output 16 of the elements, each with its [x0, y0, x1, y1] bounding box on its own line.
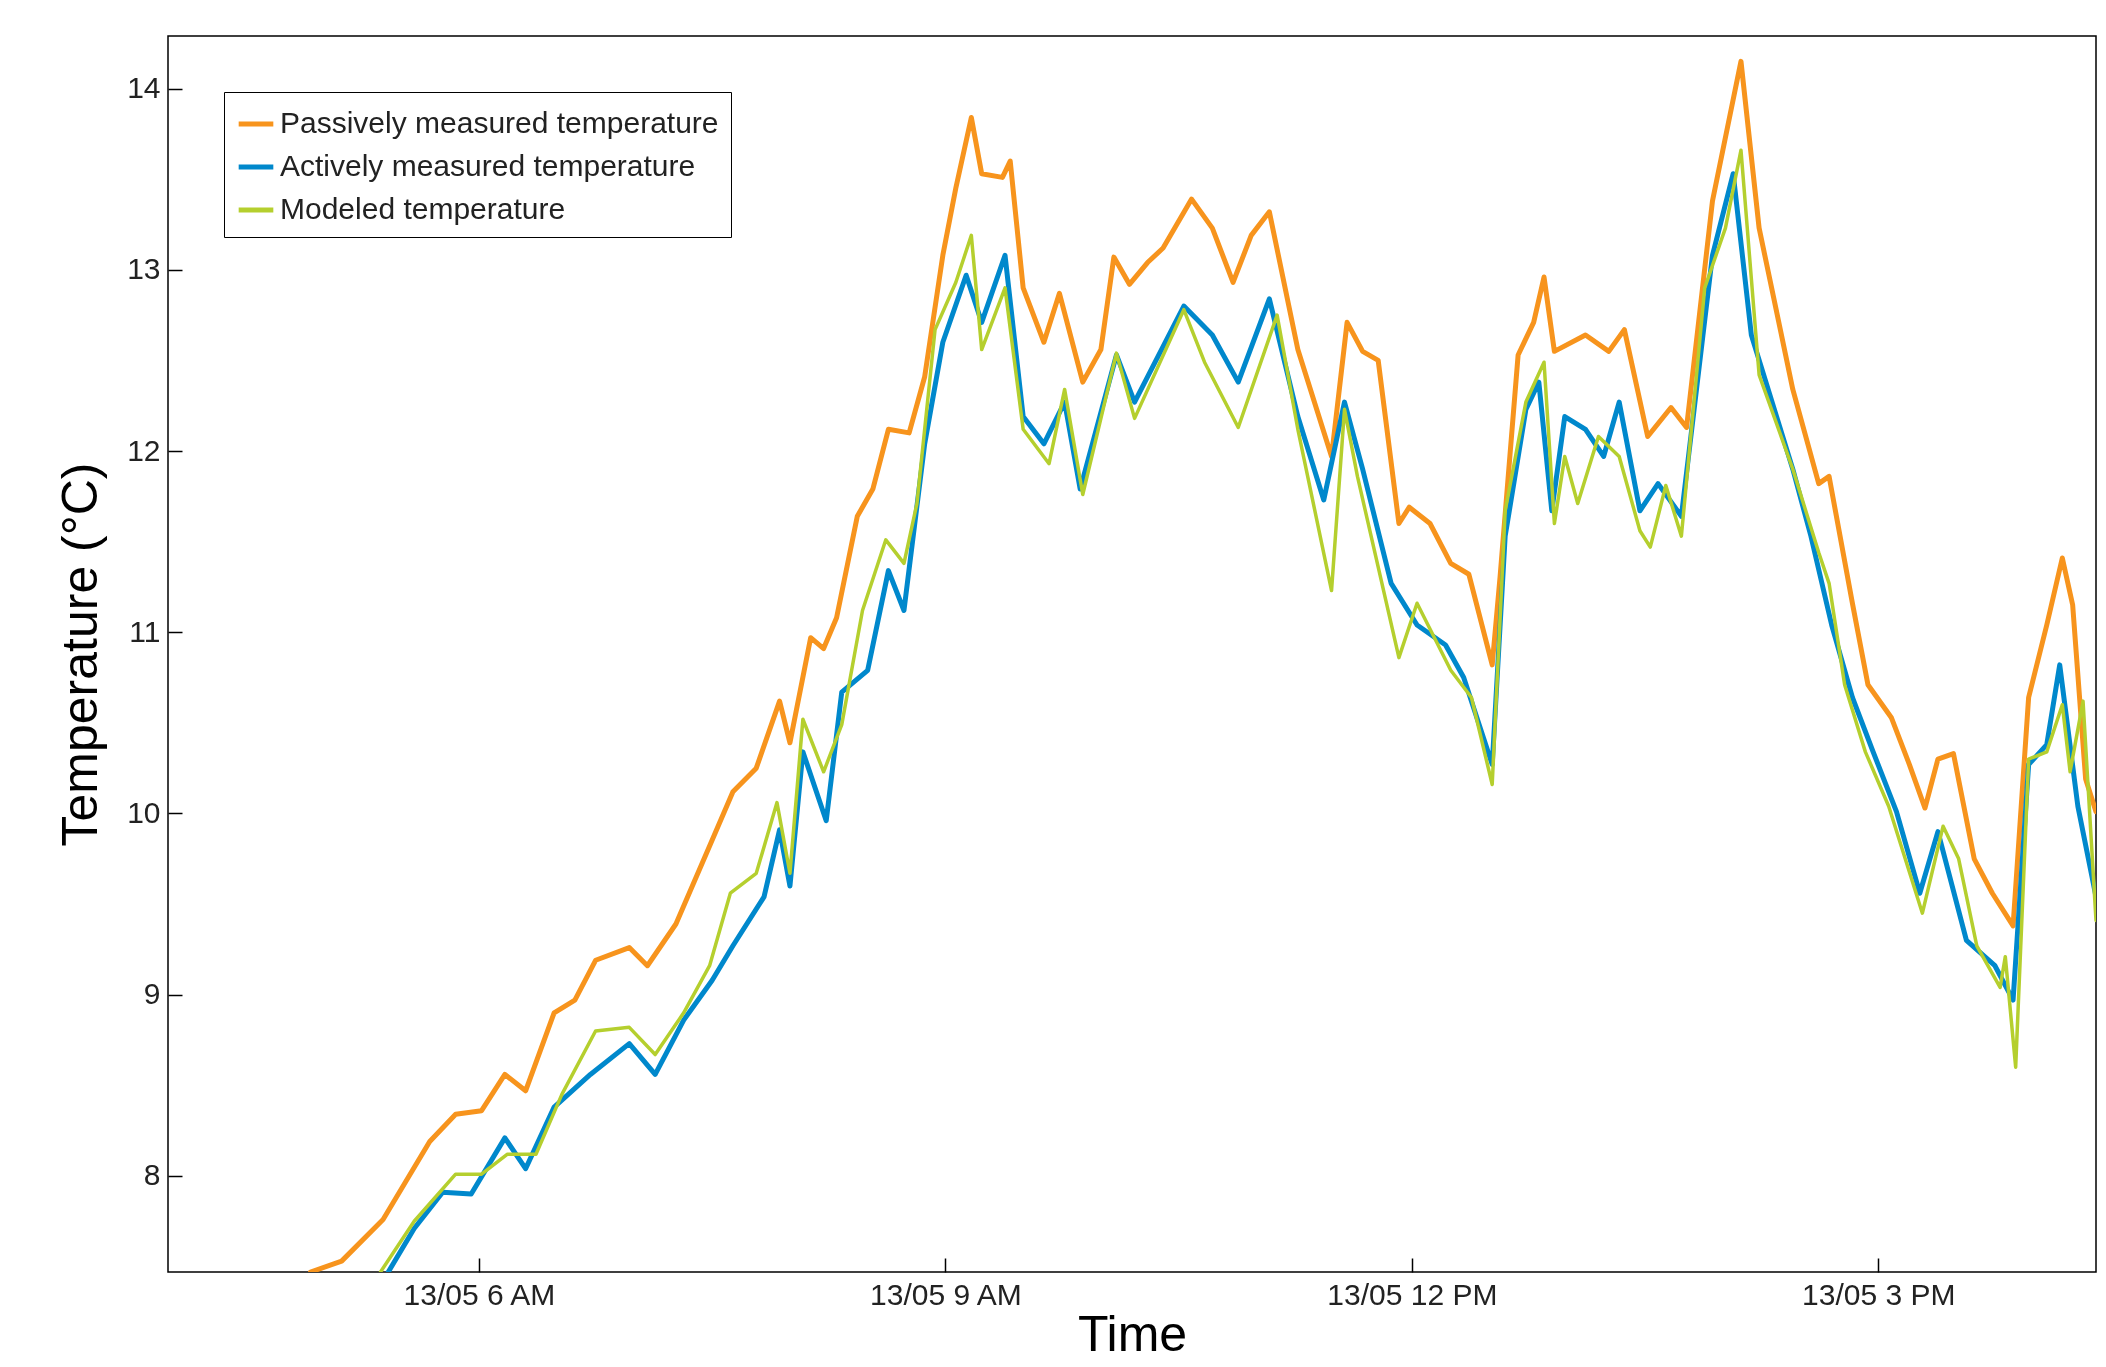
legend-label: Actively measured temperature: [280, 149, 696, 182]
y-tick-label: 10: [127, 795, 161, 829]
x-axis-title: Time: [1077, 1305, 1188, 1362]
y-tick-label: 9: [143, 977, 161, 1011]
y-tick-label: 13: [127, 252, 161, 286]
x-tick-label: 13/05 3 PM: [1802, 1277, 1956, 1311]
y-tick-label: 11: [129, 614, 161, 648]
x-tick-label: 13/05 6 AM: [403, 1277, 556, 1311]
y-tick-label: 12: [127, 433, 161, 467]
x-tick-label: 13/05 9 AM: [870, 1277, 1022, 1311]
legend-label: Passively measured temperature: [280, 106, 719, 139]
y-axis-title: Temperature (°C): [52, 462, 109, 847]
legend-label: Modeled temperature: [280, 192, 566, 225]
y-tick-label: 8: [143, 1158, 161, 1192]
y-tick-label: 14: [127, 71, 161, 105]
x-tick-label: 13/05 12 PM: [1327, 1277, 1498, 1311]
